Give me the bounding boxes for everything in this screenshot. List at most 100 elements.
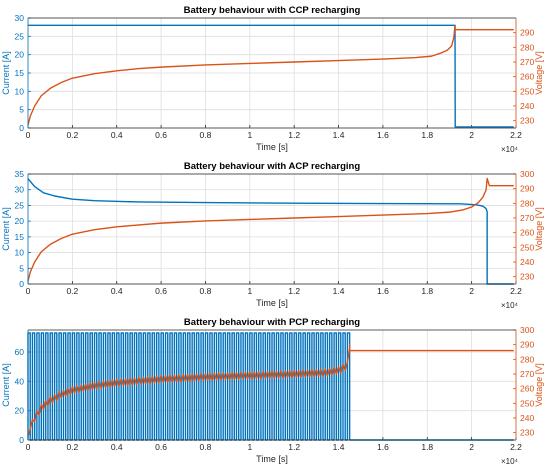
chart-title: Battery behaviour with CCP recharging (184, 5, 361, 16)
y-right-axis-label: Voltage [V] (534, 51, 544, 95)
y-left-tick-label: 35 (15, 169, 25, 179)
y-left-tick-label: 5 (19, 105, 24, 115)
y-right-tick-label: 300 (520, 325, 534, 335)
y-left-tick-label: 60 (15, 347, 25, 357)
y-left-tick-label: 5 (19, 263, 24, 273)
x-axis-exponent: ×10⁴ (501, 301, 519, 310)
y-left-tick-label: 10 (15, 248, 25, 258)
x-tick-label: 1.4 (333, 286, 345, 296)
voltage-series-line (27, 24, 514, 126)
x-tick-label: 0.6 (155, 286, 167, 296)
y-left-tick-label: 30 (15, 185, 25, 195)
x-tick-label: 1.8 (421, 130, 433, 140)
x-tick-label: 0.8 (200, 130, 212, 140)
x-tick-label: 0.2 (66, 286, 78, 296)
chart-panel-2: 0 0.2 0.4 0.6 0.8 1 1.2 1.4 1.6 1.8 2 2.2 0 5 10 15 20 25… (1, 161, 544, 310)
y-right-tick-label: 270 (520, 369, 534, 379)
x-tick-label: 1 (247, 442, 252, 452)
y-right-tick-label: 280 (520, 198, 534, 208)
y-right-tick-label: 290 (520, 28, 534, 38)
y-right-tick-label: 290 (520, 340, 534, 350)
y-right-tick-label: 270 (520, 57, 534, 67)
x-tick-label: 0.2 (66, 442, 78, 452)
x-tick-label: 0 (26, 130, 31, 140)
y-left-tick-label: 0 (19, 123, 24, 133)
y-left-tick-label: 20 (15, 50, 25, 60)
x-tick-label: 1.2 (288, 286, 300, 296)
y-right-tick-label: 260 (520, 384, 534, 394)
current-series-line (28, 24, 514, 128)
x-tick-label: 1.8 (421, 286, 433, 296)
y-left-tick-label: 20 (15, 216, 25, 226)
y-right-tick-label: 300 (520, 169, 534, 179)
y-left-tick-label: 0 (19, 279, 24, 289)
x-tick-label: 0.8 (200, 286, 212, 296)
x-tick-label: 1.2 (288, 130, 300, 140)
x-axis-exponent: ×10⁴ (501, 457, 519, 466)
x-tick-label: 2 (469, 286, 474, 296)
y-left-tick-label: 15 (15, 232, 25, 242)
x-tick-label: 2 (469, 442, 474, 452)
y-right-tick-label: 240 (520, 257, 534, 267)
y-left-tick-label: 30 (15, 13, 25, 23)
y-right-tick-label: 240 (520, 413, 534, 423)
y-right-tick-label: 230 (520, 116, 534, 126)
x-tick-label: 1 (247, 130, 252, 140)
x-tick-label: 1.8 (421, 442, 433, 452)
x-tick-label: 0.4 (111, 442, 123, 452)
x-tick-label: 0 (26, 286, 31, 296)
x-tick-label: 2 (469, 130, 474, 140)
y-right-tick-label: 280 (520, 354, 534, 364)
x-tick-label: 1.6 (377, 286, 389, 296)
chart-panel-1: 0 0.2 0.4 0.6 0.8 1 1.2 1.4 1.6 1.8 2 2.2 0 5 10 15 20 25… (1, 5, 544, 154)
x-tick-label: 1.4 (333, 130, 345, 140)
x-tick-label: 2.2 (510, 286, 522, 296)
x-tick-label: 0.2 (66, 130, 78, 140)
y-right-tick-label: 280 (520, 42, 534, 52)
x-tick-label: 1.2 (288, 442, 300, 452)
x-axis-label: Time [s] (256, 298, 288, 308)
y-left-tick-label: 10 (15, 86, 25, 96)
chart-title: Battery behaviour with PCP recharging (184, 317, 360, 328)
y-left-axis-label: Current [A] (1, 207, 11, 251)
y-right-tick-label: 240 (520, 101, 534, 111)
y-left-axis-label: Current [A] (1, 51, 11, 95)
y-right-tick-label: 250 (520, 86, 534, 96)
x-tick-label: 0.6 (155, 130, 167, 140)
x-tick-label: 1 (247, 286, 252, 296)
voltage-series-line (27, 343, 514, 438)
x-tick-label: 0.4 (111, 286, 123, 296)
y-right-tick-label: 290 (520, 184, 534, 194)
y-left-tick-label: 20 (15, 406, 25, 416)
y-right-tick-label: 250 (520, 398, 534, 408)
y-right-tick-label: 230 (520, 272, 534, 282)
y-right-tick-label: 260 (520, 228, 534, 238)
y-right-axis-label: Voltage [V] (534, 363, 544, 407)
plot-area (28, 174, 516, 284)
x-tick-label: 2.2 (510, 130, 522, 140)
x-axis-label: Time [s] (256, 454, 288, 464)
x-tick-label: 0.6 (155, 442, 167, 452)
x-tick-label: 1.6 (377, 130, 389, 140)
voltage-series-line (27, 177, 514, 282)
y-left-tick-label: 25 (15, 200, 25, 210)
y-right-tick-label: 250 (520, 242, 534, 252)
x-tick-label: 1.6 (377, 442, 389, 452)
current-series-line (27, 178, 514, 285)
y-right-tick-label: 270 (520, 213, 534, 223)
y-left-tick-label: 0 (19, 435, 24, 445)
x-tick-label: 1.4 (333, 442, 345, 452)
chart-panel-3: 0 0.2 0.4 0.6 0.8 1 1.2 1.4 1.6 1.8 2 2.2 0 20 40 60 230… (1, 317, 544, 466)
y-right-tick-label: 260 (520, 72, 534, 82)
x-tick-label: 0.8 (200, 442, 212, 452)
y-right-axis-label: Voltage [V] (534, 207, 544, 251)
y-left-tick-label: 15 (15, 68, 25, 78)
y-left-tick-label: 40 (15, 376, 25, 386)
x-tick-label: 2.2 (510, 442, 522, 452)
x-tick-label: 0 (26, 442, 31, 452)
chart-title: Battery behaviour with ACP recharging (184, 161, 361, 172)
y-right-tick-label: 230 (520, 428, 534, 438)
x-tick-label: 0.4 (111, 130, 123, 140)
y-left-tick-label: 25 (15, 31, 25, 41)
